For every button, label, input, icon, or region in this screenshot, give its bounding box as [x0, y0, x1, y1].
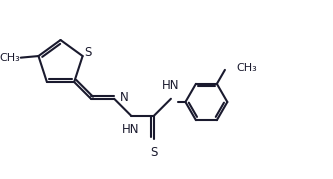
Text: S: S — [151, 146, 158, 159]
Text: N: N — [120, 91, 129, 104]
Text: HN: HN — [162, 79, 180, 92]
Text: CH₃: CH₃ — [236, 63, 257, 73]
Text: HN: HN — [122, 123, 139, 136]
Text: S: S — [84, 46, 91, 59]
Text: CH₃: CH₃ — [0, 53, 20, 63]
